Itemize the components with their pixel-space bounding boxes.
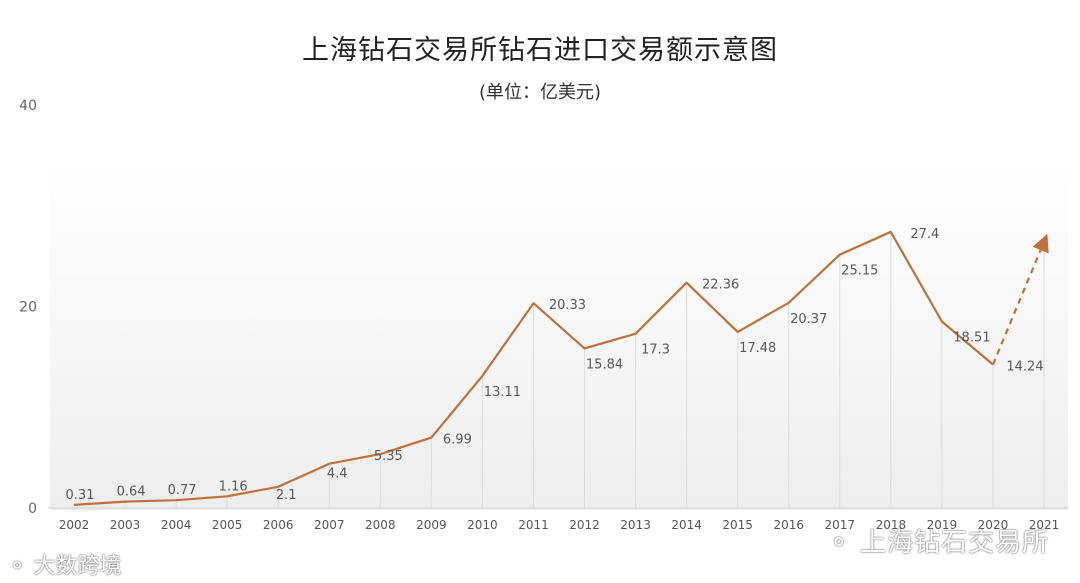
chat-bubble-icon: ⚬ xyxy=(828,528,851,558)
chart-title: 上海钻石交易所钻石进口交易额示意图 xyxy=(302,35,778,66)
data-label: 20.33 xyxy=(549,298,586,313)
x-tick-label: 2006 xyxy=(263,518,294,532)
x-tick-label: 2008 xyxy=(365,518,396,532)
x-tick-label: 2020 xyxy=(978,518,1009,532)
x-tick-label: 2004 xyxy=(161,518,192,532)
x-tick-label: 2015 xyxy=(722,518,753,532)
data-label: 5.35 xyxy=(374,449,403,464)
watermark-bottom-left: ⚬ 大数跨境 xyxy=(8,548,121,580)
x-tick-label: 2002 xyxy=(59,518,90,532)
data-label: 17.48 xyxy=(739,341,776,356)
data-label: 14.24 xyxy=(1006,360,1043,375)
plot-background xyxy=(50,160,1068,510)
data-label: 2.1 xyxy=(276,488,297,503)
series-line xyxy=(73,230,994,506)
x-tick-label: 2005 xyxy=(212,518,243,532)
x-tick-label: 2011 xyxy=(518,518,549,532)
data-label: 17.3 xyxy=(641,343,670,358)
data-label: 0.31 xyxy=(66,488,95,503)
x-tick-label: 2013 xyxy=(620,518,651,532)
projection-arrow xyxy=(991,233,1049,365)
x-tick-label: 2019 xyxy=(927,518,958,532)
x-tick-label: 2017 xyxy=(825,518,856,532)
x-tick-label: 2014 xyxy=(671,518,702,532)
x-tick-label: 2018 xyxy=(876,518,907,532)
x-tick-label: 2010 xyxy=(467,518,498,532)
x-tick-label: 2012 xyxy=(569,518,600,532)
data-label: 27.4 xyxy=(910,227,939,242)
y-tick-label: 0 xyxy=(28,501,37,517)
x-tick-label: 2021 xyxy=(1029,518,1060,532)
logo-icon: ⚬ xyxy=(8,554,27,579)
data-label: 6.99 xyxy=(443,433,472,448)
watermark-text: 上海钻石交易所 xyxy=(860,528,1050,558)
data-label: 18.51 xyxy=(953,331,990,346)
watermark-text: 大数跨境 xyxy=(33,554,122,579)
chart-subtitle: (单位：亿美元) xyxy=(478,82,602,103)
data-label: 22.36 xyxy=(702,278,739,293)
y-tick-label: 20 xyxy=(19,300,37,316)
data-label: 25.15 xyxy=(841,264,878,279)
data-label: 0.64 xyxy=(117,485,146,500)
data-label: 20.37 xyxy=(790,312,827,327)
y-tick-label: 40 xyxy=(19,98,37,114)
x-tick-label: 2009 xyxy=(416,518,447,532)
data-label: 4.4 xyxy=(327,467,348,482)
data-label: 1.16 xyxy=(219,479,248,494)
data-label: 13.11 xyxy=(484,385,521,400)
x-tick-label: 2003 xyxy=(110,518,141,532)
x-tick-label: 2007 xyxy=(314,518,345,532)
x-tick-label: 2016 xyxy=(773,518,804,532)
data-label: 15.84 xyxy=(586,357,623,372)
watermark-bottom-right: ⚬ 上海钻石交易所 xyxy=(828,522,1049,559)
data-label: 0.77 xyxy=(168,483,197,498)
